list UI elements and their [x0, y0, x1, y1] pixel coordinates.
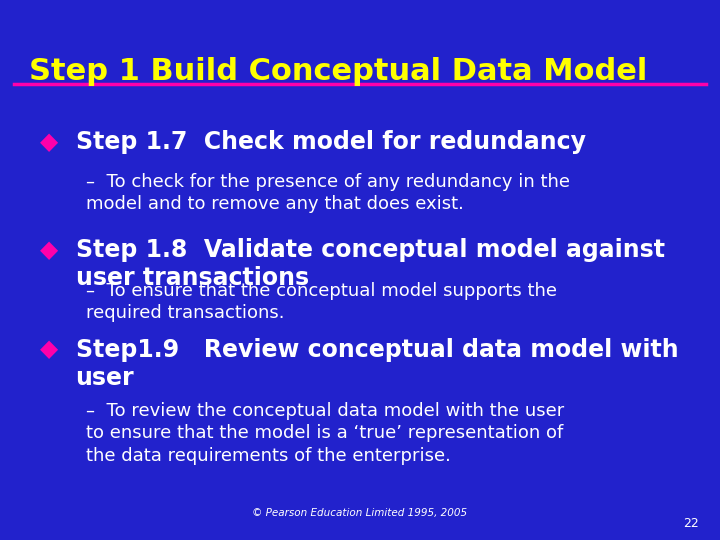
Text: Step 1 Build Conceptual Data Model: Step 1 Build Conceptual Data Model — [29, 57, 647, 86]
Text: –  To check for the presence of any redundancy in the
model and to remove any th: – To check for the presence of any redun… — [86, 173, 570, 213]
Text: ◆: ◆ — [40, 338, 58, 361]
Text: © Pearson Education Limited 1995, 2005: © Pearson Education Limited 1995, 2005 — [253, 508, 467, 518]
Text: –  To ensure that the conceptual model supports the
required transactions.: – To ensure that the conceptual model su… — [86, 282, 557, 322]
Text: Step 1.8  Validate conceptual model against
user transactions: Step 1.8 Validate conceptual model again… — [76, 238, 665, 291]
Text: ◆: ◆ — [40, 238, 58, 261]
Text: ◆: ◆ — [40, 130, 58, 153]
Text: –  To review the conceptual data model with the user
to ensure that the model is: – To review the conceptual data model wi… — [86, 402, 564, 465]
Text: 22: 22 — [683, 517, 698, 530]
Text: Step1.9   Review conceptual data model with
user: Step1.9 Review conceptual data model wit… — [76, 338, 678, 390]
Text: Step 1.7  Check model for redundancy: Step 1.7 Check model for redundancy — [76, 130, 585, 153]
